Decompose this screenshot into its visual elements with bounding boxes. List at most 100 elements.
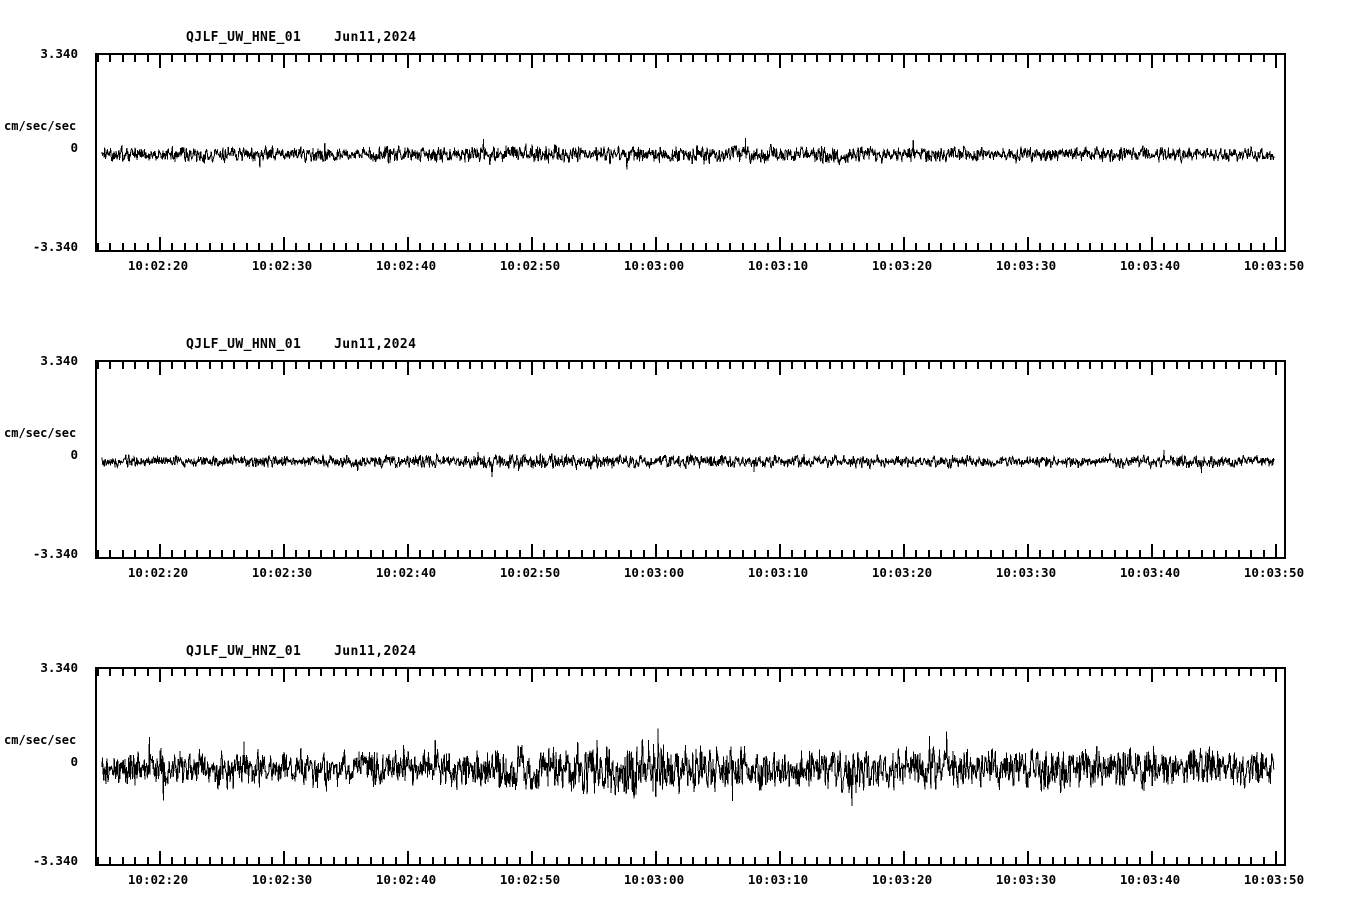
x-axis-minor-tick: [1101, 243, 1104, 250]
x-axis-minor-tick: [444, 362, 447, 369]
x-axis-major-tick: [283, 669, 285, 682]
x-axis-minor-tick: [1188, 243, 1191, 250]
x-axis-minor-tick: [1262, 362, 1265, 369]
x-axis-minor-tick: [419, 550, 422, 557]
x-axis-major-tick: [531, 55, 533, 68]
x-axis-major-tick: [655, 669, 657, 682]
x-axis-minor-tick: [444, 857, 447, 864]
x-axis-minor-tick: [171, 669, 174, 676]
x-axis-minor-tick: [183, 550, 186, 557]
x-axis-minor-tick: [1076, 362, 1079, 369]
x-axis-minor-tick: [803, 857, 806, 864]
x-tick-label: 10:02:30: [251, 258, 313, 273]
x-axis-minor-tick: [431, 669, 434, 676]
x-axis-minor-tick: [1213, 55, 1215, 62]
x-axis-minor-tick: [307, 243, 310, 250]
x-axis-minor-tick: [121, 362, 124, 369]
x-axis-minor-tick: [1002, 550, 1005, 557]
x-axis-minor-tick: [208, 243, 211, 250]
x-axis-minor-tick: [927, 243, 930, 250]
x-axis-minor-tick: [1064, 857, 1067, 864]
x-axis-minor-tick: [642, 550, 645, 557]
waveform-trace: [101, 449, 1275, 478]
x-axis-minor-tick: [940, 243, 943, 250]
x-axis-minor-tick: [642, 362, 645, 369]
x-axis-minor-tick: [357, 857, 360, 864]
x-axis-minor-tick: [1200, 243, 1203, 250]
x-axis-minor-tick: [915, 669, 918, 676]
x-axis-minor-tick: [109, 362, 112, 369]
y-tick-label-bottom: -3.340: [32, 239, 78, 254]
x-axis-minor-tick: [1213, 550, 1215, 557]
x-axis-minor-tick: [1126, 55, 1129, 62]
x-axis-minor-tick: [1076, 55, 1079, 62]
x-axis-minor-tick: [1200, 669, 1203, 676]
x-axis-minor-tick: [245, 550, 248, 557]
x-axis-minor-tick: [630, 669, 633, 676]
x-axis-minor-tick: [679, 669, 682, 676]
x-axis-minor-tick: [1126, 669, 1129, 676]
x-axis-minor-tick: [965, 669, 967, 676]
x-axis-major-tick: [903, 669, 905, 682]
x-axis-minor-tick: [307, 550, 310, 557]
x-axis-minor-tick: [518, 550, 521, 557]
x-axis-minor-tick: [1051, 362, 1054, 369]
x-axis-minor-tick: [853, 55, 856, 62]
plot-frame: [95, 667, 1286, 866]
x-axis-major-tick: [903, 362, 905, 375]
x-axis-minor-tick: [555, 362, 558, 369]
x-axis-minor-tick: [196, 243, 199, 250]
x-axis-minor-tick: [183, 669, 186, 676]
x-axis-minor-tick: [667, 243, 670, 250]
x-tick-label: 10:03:00: [623, 565, 685, 580]
y-tick-label-mid: 0: [70, 754, 78, 769]
x-axis-minor-tick: [1039, 550, 1042, 557]
x-axis-minor-tick: [1175, 857, 1178, 864]
x-axis-minor-tick: [803, 669, 806, 676]
x-axis-minor-tick: [134, 857, 137, 864]
x-tick-label: 10:03:50: [1243, 565, 1305, 580]
x-axis-minor-tick: [977, 55, 980, 62]
x-axis-minor-tick: [1200, 362, 1203, 369]
x-tick-label: 10:03:30: [995, 565, 1057, 580]
x-axis-minor-tick: [1213, 243, 1215, 250]
x-tick-label: 10:03:30: [995, 258, 1057, 273]
x-axis-minor-tick: [121, 243, 124, 250]
x-axis-minor-tick: [481, 857, 484, 864]
x-axis-minor-tick: [679, 857, 682, 864]
x-axis-minor-tick: [221, 550, 223, 557]
x-axis-major-tick: [531, 669, 533, 682]
x-axis-minor-tick: [493, 55, 496, 62]
x-axis-minor-tick: [146, 669, 149, 676]
x-axis-minor-tick: [97, 857, 99, 864]
x-axis-major-tick: [655, 851, 657, 864]
x-axis-minor-tick: [121, 550, 124, 557]
x-axis-minor-tick: [642, 243, 645, 250]
x-axis-minor-tick: [469, 550, 471, 557]
x-axis-minor-tick: [1039, 669, 1042, 676]
x-axis-minor-tick: [543, 857, 546, 864]
x-axis-minor-tick: [1076, 857, 1079, 864]
x-axis-major-tick: [903, 237, 905, 250]
x-axis-minor-tick: [555, 243, 558, 250]
x-axis-minor-tick: [741, 243, 744, 250]
x-axis-minor-tick: [109, 243, 112, 250]
x-axis-minor-tick: [853, 669, 856, 676]
x-axis-minor-tick: [593, 243, 595, 250]
x-axis-minor-tick: [766, 362, 769, 369]
x-axis-minor-tick: [394, 669, 397, 676]
x-axis-minor-tick: [1250, 55, 1253, 62]
x-axis-minor-tick: [865, 669, 868, 676]
x-axis-minor-tick: [109, 55, 112, 62]
y-tick-label-top: 3.340: [40, 353, 78, 368]
x-axis-minor-tick: [97, 243, 99, 250]
x-axis-minor-tick: [989, 362, 992, 369]
x-axis-minor-tick: [977, 857, 980, 864]
x-axis-minor-tick: [481, 669, 484, 676]
x-axis-minor-tick: [841, 362, 843, 369]
x-axis-minor-tick: [729, 669, 732, 676]
x-axis-minor-tick: [134, 55, 137, 62]
x-axis-minor-tick: [97, 550, 99, 557]
x-axis-minor-tick: [617, 669, 620, 676]
